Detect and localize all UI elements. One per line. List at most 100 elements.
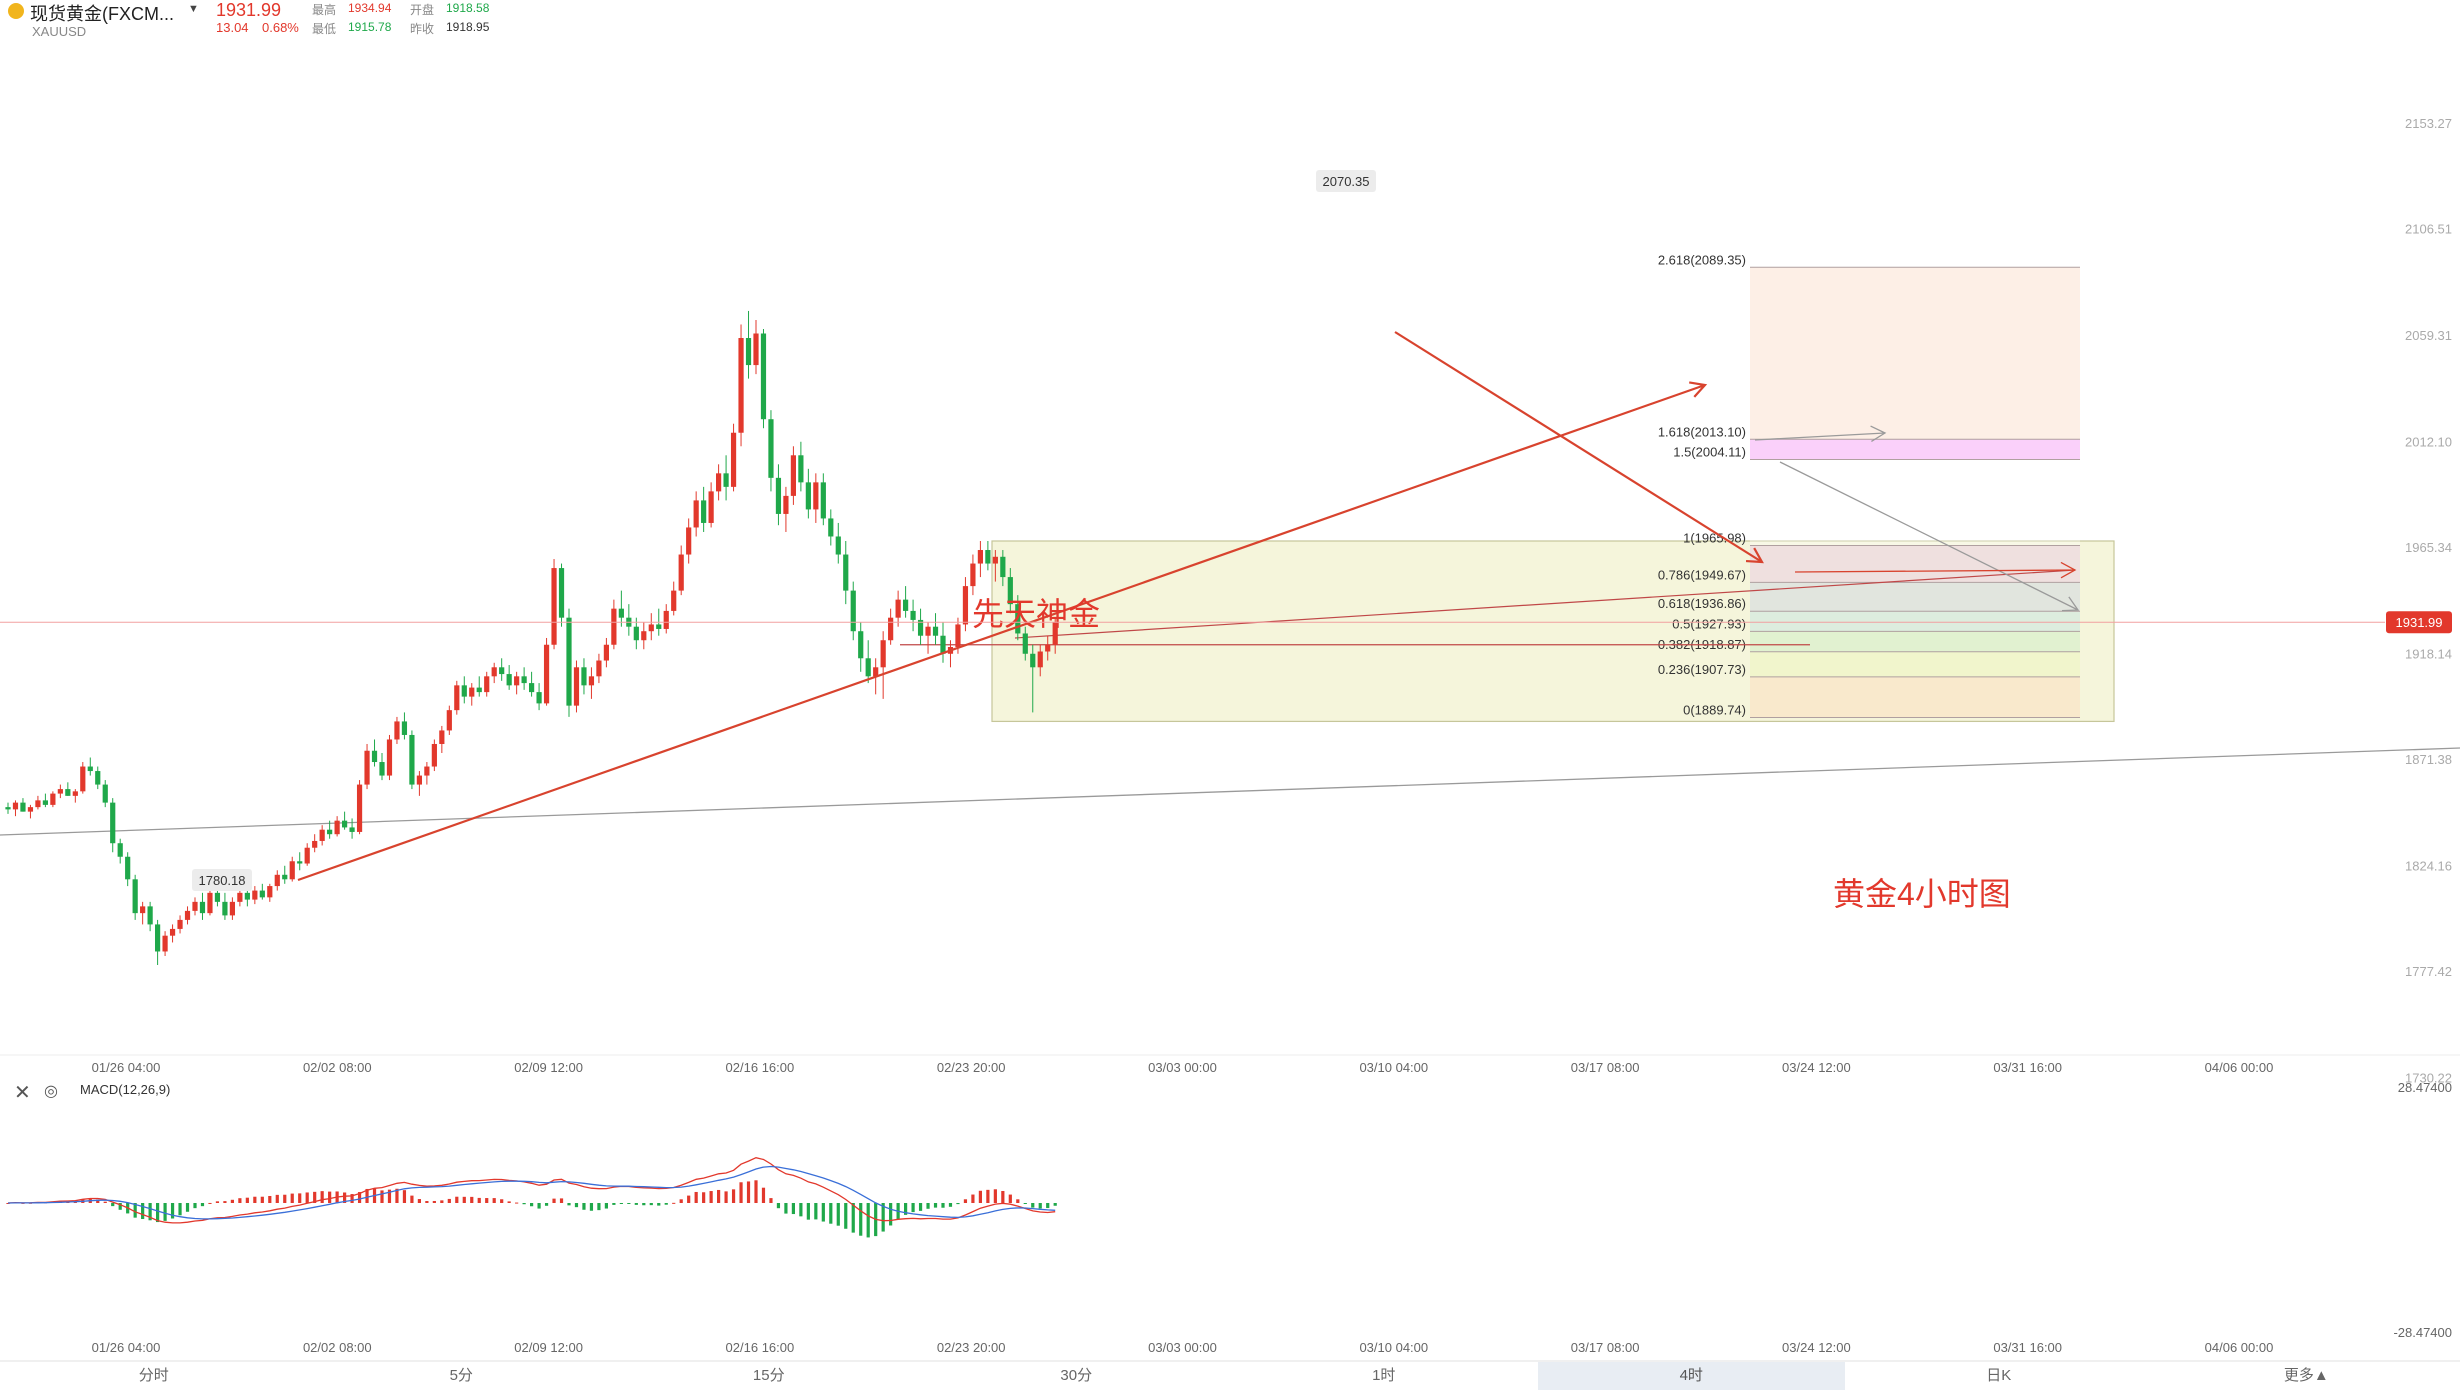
candle-body[interactable] — [506, 674, 512, 686]
candle-body[interactable] — [992, 556, 998, 564]
candle-body[interactable] — [252, 890, 258, 900]
candle-body[interactable] — [753, 333, 759, 366]
candle-body[interactable] — [416, 775, 422, 785]
candle-body[interactable] — [663, 610, 669, 629]
timeframe-tab[interactable]: 1时 — [1372, 1367, 1396, 1384]
candle-body[interactable] — [282, 874, 288, 880]
candle-body[interactable] — [491, 667, 497, 677]
candle-body[interactable] — [536, 692, 542, 704]
candle-body[interactable] — [686, 527, 692, 555]
candle-body[interactable] — [349, 827, 355, 832]
candle-body[interactable] — [386, 739, 393, 776]
candle-body[interactable] — [671, 590, 677, 611]
candle-body[interactable] — [858, 631, 864, 659]
candle-body[interactable] — [828, 518, 834, 537]
candle-body[interactable] — [304, 847, 310, 864]
timeframe-tab[interactable]: 分时 — [138, 1367, 169, 1384]
candle-body[interactable] — [813, 482, 819, 510]
candle-body[interactable] — [446, 710, 452, 731]
candle-body[interactable] — [484, 676, 490, 693]
candle-body[interactable] — [820, 482, 826, 519]
long-support-line[interactable] — [0, 747, 2460, 836]
candle-body[interactable] — [925, 626, 931, 636]
candle-body[interactable] — [932, 626, 939, 636]
candle-body[interactable] — [701, 500, 707, 523]
candle-body[interactable] — [274, 874, 280, 887]
candle-body[interactable] — [110, 802, 116, 844]
candle-body[interactable] — [476, 687, 482, 693]
candle-body[interactable] — [65, 789, 71, 796]
candle-body[interactable] — [80, 766, 86, 792]
candle-body[interactable] — [678, 554, 684, 591]
candle-body[interactable] — [611, 608, 617, 645]
candle-body[interactable] — [581, 667, 587, 686]
candle-body[interactable] — [977, 550, 983, 564]
candle-body[interactable] — [940, 635, 946, 654]
close-icon[interactable]: ✕ — [14, 1082, 31, 1104]
candle-body[interactable] — [95, 771, 101, 785]
candle-body[interactable] — [431, 743, 437, 767]
candle-body[interactable] — [72, 791, 78, 796]
candle-body[interactable] — [873, 667, 879, 677]
candle-body[interactable] — [132, 879, 138, 914]
candle-body[interactable] — [641, 631, 647, 641]
candle-body[interactable] — [162, 935, 168, 952]
uptrend-arrow[interactable] — [297, 383, 1706, 882]
candle-body[interactable] — [521, 676, 527, 684]
candle-body[interactable] — [57, 789, 63, 794]
candle-body[interactable] — [723, 473, 729, 487]
candle-body[interactable] — [962, 586, 969, 625]
timeframe-tab[interactable]: 4时 — [1537, 1362, 1845, 1390]
candle-body[interactable] — [880, 640, 886, 668]
candle-body[interactable] — [558, 568, 565, 618]
candle-body[interactable] — [379, 762, 385, 776]
candle-body[interactable] — [1015, 604, 1021, 634]
symbol-name[interactable]: 现货黄金(FXCM... — [30, 4, 174, 24]
candle-body[interactable] — [835, 536, 841, 555]
candle-body[interactable] — [454, 685, 460, 711]
candle-body[interactable] — [551, 568, 557, 645]
candle-body[interactable] — [244, 892, 250, 900]
candle-body[interactable] — [27, 807, 34, 812]
candle-body[interactable] — [102, 784, 108, 803]
candle-body[interactable] — [334, 820, 340, 835]
candle-body[interactable] — [633, 626, 639, 641]
macd-dea-line[interactable] — [7, 1165, 1056, 1220]
candle-body[interactable] — [566, 617, 572, 706]
candle-body[interactable] — [970, 563, 976, 587]
candle-body[interactable] — [20, 802, 26, 812]
settings-icon[interactable]: ◎ — [44, 1083, 58, 1100]
candle-body[interactable] — [656, 624, 662, 629]
candle-body[interactable] — [895, 599, 901, 618]
candle-body[interactable] — [708, 491, 714, 523]
candle-body[interactable] — [371, 750, 378, 763]
candle-body[interactable] — [192, 901, 198, 911]
candle-body[interactable] — [693, 500, 699, 528]
candle-body[interactable] — [716, 473, 722, 492]
candle-body[interactable] — [207, 892, 213, 914]
timeframe-tab[interactable]: 5分 — [449, 1367, 473, 1384]
candle-body[interactable] — [401, 721, 408, 735]
candle-body[interactable] — [843, 554, 849, 591]
candle-body[interactable] — [738, 338, 744, 433]
forecast-arrow[interactable] — [1794, 569, 2076, 573]
candle-body[interactable] — [985, 550, 991, 564]
candle-body[interactable] — [214, 892, 221, 902]
candle-body[interactable] — [409, 734, 415, 785]
candle-body[interactable] — [903, 599, 909, 611]
candle-body[interactable] — [319, 829, 325, 841]
support-trendline[interactable] — [1014, 569, 2076, 639]
downtrend-arrow[interactable] — [1394, 331, 1763, 563]
candle-body[interactable] — [955, 624, 961, 647]
projection-arrow-down[interactable] — [1779, 461, 2079, 611]
timeframe-tab[interactable]: 15分 — [752, 1367, 785, 1384]
candle-body[interactable] — [177, 919, 183, 929]
candle-body[interactable] — [394, 721, 400, 740]
candle-body[interactable] — [125, 856, 131, 880]
candle-body[interactable] — [42, 800, 48, 805]
candle-body[interactable] — [865, 658, 871, 677]
timeframe-tab[interactable]: 30分 — [1060, 1367, 1093, 1384]
candle-body[interactable] — [917, 619, 924, 636]
candle-body[interactable] — [469, 687, 475, 697]
